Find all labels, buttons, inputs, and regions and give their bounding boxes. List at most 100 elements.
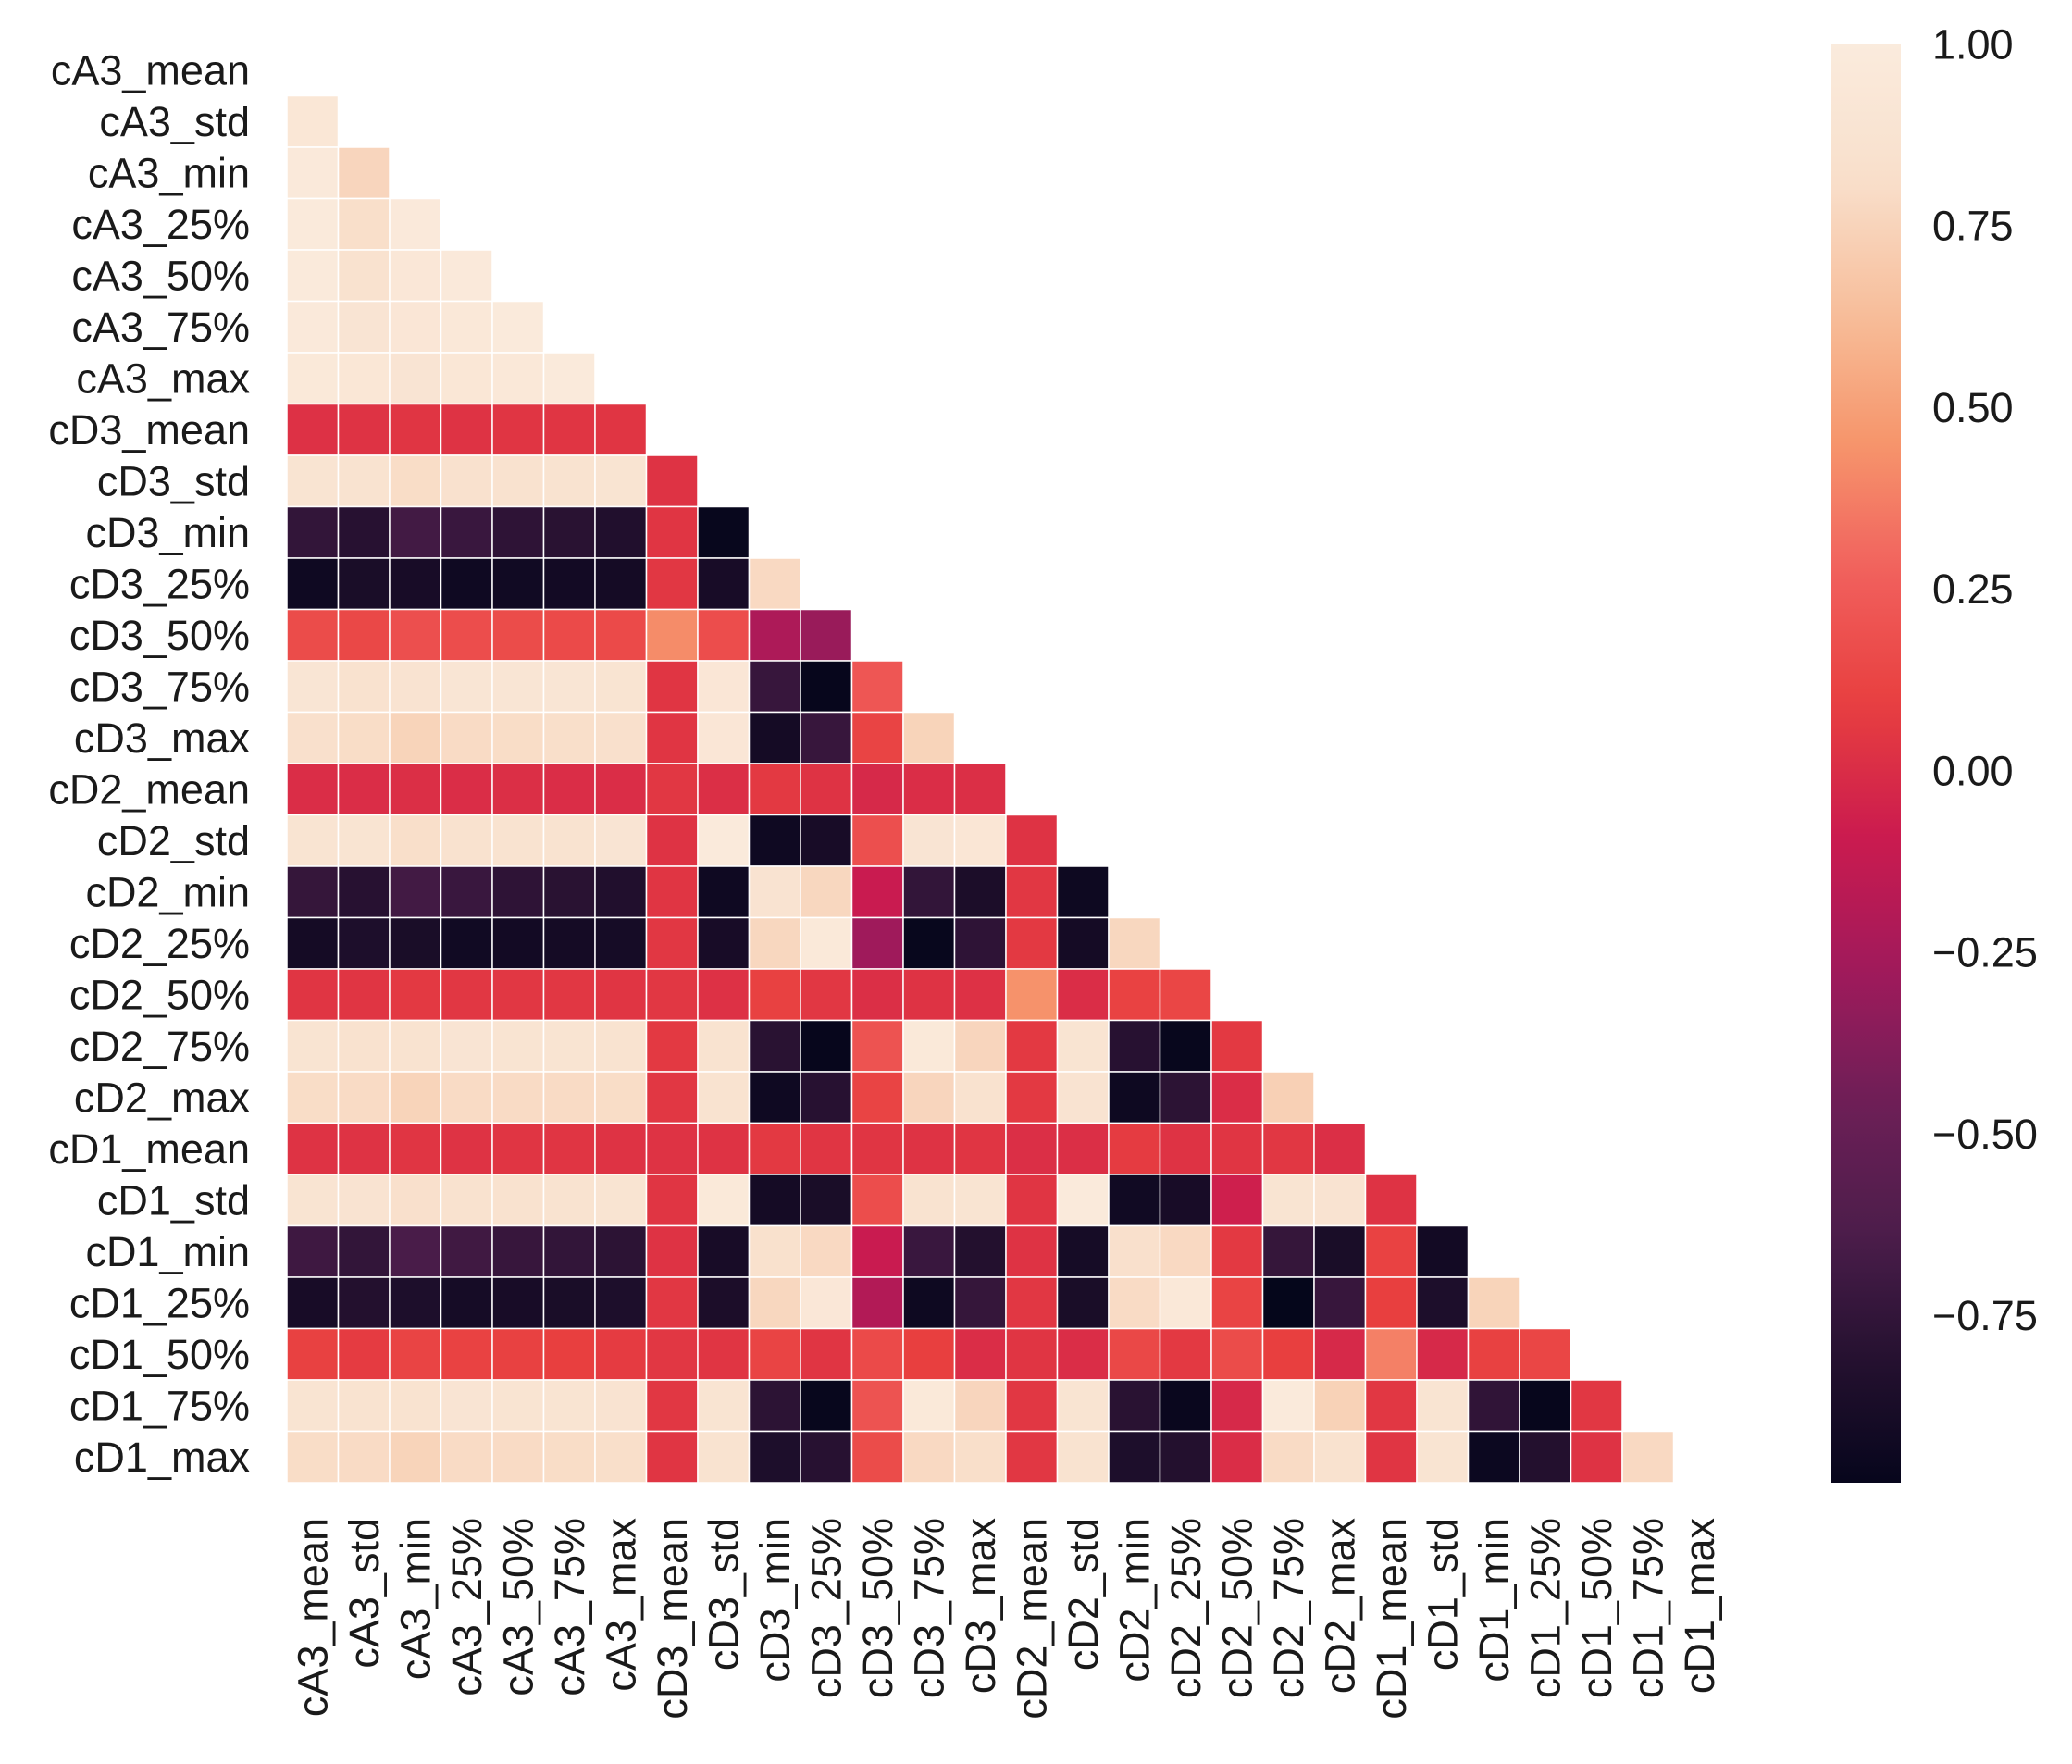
heatmap-cell-cD1_75%-cD3_75% [902,1379,956,1433]
x-tick-label-cD3_75%: cD3_75% [905,1518,952,1698]
heatmap-cell-cD1_min-cA3_std [337,1224,391,1278]
heatmap-cell-cD1_50%-cA3_50% [491,1327,545,1381]
heatmap-cell-cD1_min-cA3_mean [286,1224,340,1278]
heatmap-cell-cD1_75%-cD2_25% [1159,1379,1212,1433]
heatmap-cell-cD2_mean-cA3_std [337,763,391,816]
heatmap-cell-cD3_max-cD3_std [697,711,751,764]
heatmap-cell-cA3_75%-cA3_mean [286,300,340,354]
y-tick-label-cD3_75%: cD3_75% [69,663,250,710]
heatmap-cell-cD2_50%-cD2_mean [1005,968,1059,1022]
heatmap-cell-cD2_75%-cD2_50% [1210,1019,1264,1073]
heatmap-cell-cD3_min-cA3_std [337,505,391,559]
heatmap-cell-cD1_50%-cD2_25% [1159,1327,1212,1381]
heatmap-cell-cD2_max-cD2_mean [1005,1071,1059,1124]
heatmap-cell-cD1_std-cD2_50% [1210,1174,1264,1227]
heatmap-cell-cD1_std-cD3_mean [645,1174,699,1227]
heatmap-cell-cD2_std-cA3_mean [286,814,340,867]
heatmap-cell-cD1_std-cA3_25% [440,1174,493,1227]
heatmap-cell-cD2_min-cD3_min [748,865,801,919]
heatmap-cell-cD1_mean-cD3_mean [645,1122,699,1175]
heatmap-cell-cD1_50%-cA3_25% [440,1327,493,1381]
heatmap-cell-cD1_max-cD2_50% [1210,1430,1264,1484]
heatmap-cell-cA3_50%-cA3_std [337,249,391,303]
heatmap-cell-cD2_min-cA3_mean [286,865,340,919]
heatmap-cell-cD1_std-cD2_mean [1005,1174,1059,1227]
heatmap-cell-cD1_min-cA3_75% [542,1224,596,1278]
heatmap-cell-cD1_min-cD2_min [1108,1224,1161,1278]
heatmap-cell-cA3_50%-cA3_mean [286,249,340,303]
y-tick-label-cD1_75%: cD1_75% [69,1382,250,1429]
heatmap-cell-cD1_75%-cD1_min [1467,1379,1520,1433]
heatmap-cell-cD2_max-cD2_25% [1159,1071,1212,1124]
heatmap-cell-cD1_mean-cD2_max [1313,1122,1367,1175]
x-tick-label-cD2_50%: cD2_50% [1213,1518,1260,1698]
heatmap-cell-cD1_75%-cA3_min [389,1379,442,1433]
heatmap-cell-cD2_50%-cA3_25% [440,968,493,1022]
heatmap-cell-cA3_75%-cA3_25% [440,300,493,354]
heatmap-cell-cD3_max-cA3_75% [542,711,596,764]
x-tick-label-cD2_75%: cD2_75% [1265,1518,1312,1698]
heatmap-cell-cD2_mean-cA3_min [389,763,442,816]
heatmap-cell-cD1_mean-cD2_25% [1159,1122,1212,1175]
heatmap-cell-cD2_max-cD3_std [697,1071,751,1124]
heatmap-cell-cD2_max-cD3_50% [850,1071,904,1124]
x-tick-label-cD3_mean: cD3_mean [649,1518,696,1720]
heatmap-cell-cD2_50%-cD3_25% [800,968,853,1022]
heatmap-cell-cD2_max-cD3_mean [645,1071,699,1124]
heatmap-cell-cD3_max-cA3_mean [286,711,340,764]
x-tick-label-cD1_max: cD1_max [1676,1518,1723,1695]
heatmap-cell-cD2_std-cD3_std [697,814,751,867]
heatmap-cell-cD2_min-cD3_mean [645,865,699,919]
heatmap-cells [286,94,1675,1484]
heatmap-cell-cD1_std-cD3_75% [902,1174,956,1227]
y-tick-label-cD2_min: cD2_min [85,868,250,915]
y-tick-label-cD1_mean: cD1_mean [48,1125,250,1173]
colorbar-tick-label: 0.00 [1932,747,2014,794]
heatmap-cell-cD1_max-cD3_mean [645,1430,699,1484]
heatmap-cell-cA3_50%-cA3_25% [440,249,493,303]
heatmap-cell-cD1_50%-cA3_std [337,1327,391,1381]
x-tick-label-cD2_mean: cD2_mean [1008,1518,1055,1720]
heatmap-cell-cD1_std-cD1_mean [1364,1174,1418,1227]
heatmap-cell-cD2_75%-cD3_std [697,1019,751,1073]
heatmap-cell-cD2_75%-cA3_50% [491,1019,545,1073]
heatmap-cell-cD2_25%-cD2_mean [1005,916,1059,970]
heatmap-cell-cD1_mean-cA3_min [389,1122,442,1175]
heatmap-cell-cD1_mean-cD3_25% [800,1122,853,1175]
heatmap-cell-cD3_mean-cA3_max [594,403,648,456]
heatmap-cell-cD1_75%-cA3_25% [440,1379,493,1433]
colorbar-tick-label: −0.25 [1932,929,2038,976]
heatmap-cell-cD1_75%-cD2_max [1313,1379,1367,1433]
heatmap-cell-cD2_50%-cD2_std [1056,968,1110,1022]
heatmap-cell-cD1_max-cA3_mean [286,1430,340,1484]
heatmap-cell-cD1_50%-cD3_max [953,1327,1007,1381]
heatmap-cell-cD3_mean-cA3_min [389,403,442,456]
heatmap-cell-cD2_50%-cD3_50% [850,968,904,1022]
heatmap-cell-cD3_25%-cD3_min [748,557,801,611]
heatmap-cell-cD2_25%-cA3_50% [491,916,545,970]
heatmap-cell-cD2_min-cA3_50% [491,865,545,919]
heatmap-cell-cD2_min-cD3_50% [850,865,904,919]
heatmap-cell-cD2_mean-cD3_mean [645,763,699,816]
heatmap-cell-cD1_min-cD2_50% [1210,1224,1264,1278]
x-axis-tick-labels: cA3_mean cA3_std cA3_min cA3_25% cA3_50% cA3_… [289,1518,1723,1720]
heatmap-cell-cD1_75%-cA3_std [337,1379,391,1433]
heatmap-cell-cD1_mean-cA3_std [337,1122,391,1175]
heatmap-cell-cD2_min-cA3_max [594,865,648,919]
heatmap-cell-cD1_75%-cD2_std [1056,1379,1110,1433]
heatmap-cell-cD2_75%-cD2_min [1108,1019,1161,1073]
heatmap-cell-cD3_min-cA3_75% [542,505,596,559]
heatmap-cell-cD1_25%-cD2_mean [1005,1276,1059,1330]
heatmap-cell-cD1_min-cD1_mean [1364,1224,1418,1278]
y-tick-label-cA3_50%: cA3_50% [71,252,250,299]
heatmap-cell-cD1_50%-cD3_mean [645,1327,699,1381]
heatmap-cell-cD3_75%-cA3_25% [440,660,493,714]
heatmap-cell-cD2_std-cA3_max [594,814,648,867]
x-tick-label-cD3_std: cD3_std [700,1518,747,1671]
heatmap-cell-cD2_25%-cA3_std [337,916,391,970]
heatmap-cell-cD2_mean-cD3_max [953,763,1007,816]
heatmap-cell-cD3_25%-cD3_mean [645,557,699,611]
heatmap-cell-cD1_mean-cD3_50% [850,1122,904,1175]
heatmap-cell-cD1_min-cD3_std [697,1224,751,1278]
